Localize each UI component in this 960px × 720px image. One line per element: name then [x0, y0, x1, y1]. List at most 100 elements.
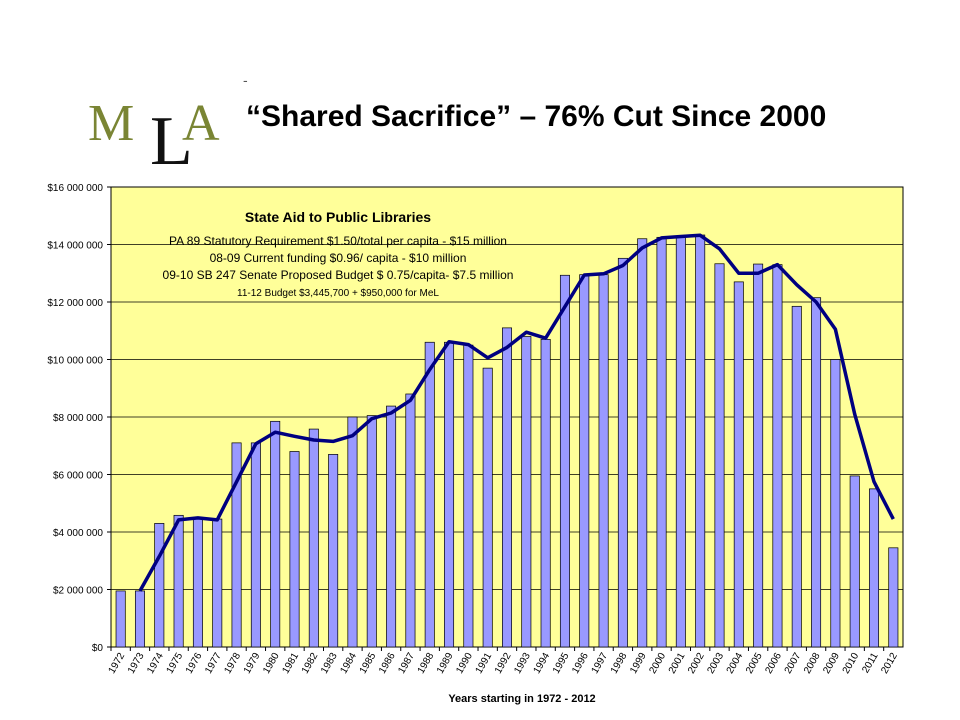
bar-2000 — [656, 236, 667, 648]
annotation-1: PA 89 Statutory Requirement $1.50/total … — [169, 234, 507, 248]
bar-1991 — [482, 367, 493, 648]
trend-line — [138, 233, 895, 592]
x-tick-label: 2009 — [821, 651, 842, 676]
x-tick-label: 1973 — [126, 651, 147, 676]
x-tick-label: 2004 — [725, 651, 746, 676]
x-tick-label: 2006 — [763, 651, 784, 676]
x-tick-label: 1987 — [396, 651, 417, 676]
bar-1995 — [559, 274, 570, 648]
x-tick-label: 1995 — [551, 651, 572, 676]
bar-2004 — [733, 281, 744, 648]
logo-mark: - — [243, 72, 248, 88]
x-tick-label: 2000 — [647, 651, 668, 676]
y-tick-label: $12 000 000 — [47, 298, 103, 309]
bar-1994 — [540, 339, 551, 648]
x-tick-label: 2001 — [667, 651, 688, 676]
x-tick-label: 1985 — [358, 651, 379, 676]
annotation-3: 09-10 SB 247 Senate Proposed Budget $ 0.… — [163, 268, 514, 282]
x-tick-label: 1989 — [435, 651, 456, 676]
bar-1996 — [579, 274, 590, 648]
x-tick-label: 1977 — [203, 651, 224, 676]
bar-1978 — [231, 442, 242, 648]
y-tick-label: $4 000 000 — [53, 528, 103, 539]
bar-series — [115, 234, 899, 648]
x-axis-label: Years starting in 1972 - 2012 — [448, 693, 595, 705]
bar-1984 — [347, 416, 358, 648]
x-tick-label: 1991 — [474, 651, 495, 676]
y-tick-label: $6 000 000 — [53, 471, 103, 482]
svg-text:L: L — [150, 103, 193, 172]
mla-logo: M L A — [88, 95, 220, 172]
y-tick-label: $0 — [92, 643, 104, 654]
x-tick-label: 1980 — [261, 651, 282, 676]
bar-1975 — [173, 514, 184, 648]
y-tick-label: $16 000 000 — [47, 183, 103, 194]
bar-1999 — [637, 238, 648, 648]
bar-1990 — [463, 344, 474, 648]
x-tick-label: 2008 — [802, 651, 823, 676]
x-tick-label: 1988 — [416, 651, 437, 676]
x-tick-label: 2012 — [879, 651, 900, 676]
chart-title: State Aid to Public Libraries — [245, 209, 431, 225]
bar-1985 — [366, 415, 377, 648]
x-tick-label: 1992 — [493, 651, 514, 676]
x-tick-label: 2005 — [744, 651, 765, 676]
bar-1988 — [424, 341, 435, 648]
x-tick-label: 2011 — [860, 651, 880, 676]
bar-1993 — [521, 336, 532, 648]
bar-2009 — [830, 359, 841, 648]
x-tick-label: 1996 — [570, 651, 591, 676]
bar-1992 — [502, 327, 512, 648]
bar-1976 — [192, 518, 203, 648]
bar-2008 — [811, 297, 822, 648]
x-tick-label: 1974 — [145, 651, 166, 676]
bar-1982 — [308, 428, 319, 648]
bar-1983 — [328, 454, 339, 648]
x-tick-label: 1979 — [242, 651, 263, 676]
bar-2006 — [772, 264, 783, 648]
x-tick-label: 1993 — [512, 651, 533, 676]
bar-2005 — [753, 263, 764, 648]
x-tick-label: 2002 — [686, 651, 707, 676]
bar-1997 — [598, 274, 609, 648]
slide-title: “Shared Sacrifice” – 76% Cut Since 2000 — [246, 100, 827, 133]
bar-1986 — [386, 405, 397, 648]
y-tick-label: $14 000 000 — [47, 241, 103, 252]
x-tick-label: 2007 — [783, 651, 804, 676]
bar-2007 — [791, 305, 802, 648]
x-tick-label: 1981 — [280, 651, 301, 676]
x-tick-label: 1983 — [319, 651, 340, 676]
x-tick-label: 1976 — [184, 651, 205, 676]
svg-text:M: M — [88, 95, 134, 152]
x-tick-label: 1975 — [165, 651, 186, 676]
annotation-4: 11-12 Budget $3,445,700 + $950,000 for M… — [237, 288, 439, 299]
x-tick-label: 1978 — [223, 651, 244, 676]
bar-1973 — [134, 590, 145, 648]
x-tick-label: 1986 — [377, 651, 398, 676]
bar-1987 — [405, 393, 416, 648]
x-tick-label: 1994 — [532, 651, 553, 676]
bar-2011 — [869, 488, 880, 648]
bar-1979 — [250, 442, 261, 648]
x-axis: 1972197319741975197619771978197919801981… — [107, 647, 900, 676]
bar-1989 — [444, 341, 455, 648]
x-tick-label: 1984 — [338, 651, 359, 676]
bar-2012 — [888, 547, 899, 648]
x-tick-label: 1990 — [454, 651, 475, 676]
bar-1974 — [154, 523, 165, 648]
y-axis: $0 $2 000 000 $4 000 000 $6 000 000 $8 000 0… — [47, 183, 111, 654]
y-tick-label: $10 000 000 — [47, 356, 103, 367]
y-tick-label: $8 000 000 — [53, 413, 103, 424]
x-tick-label: 1997 — [590, 651, 611, 676]
annotation-2: 08-09 Current funding $0.96/ capita - $1… — [210, 251, 467, 265]
x-tick-label: 2010 — [841, 651, 862, 676]
svg-text:A: A — [182, 95, 220, 152]
bar-1981 — [289, 451, 300, 648]
x-tick-label: 1998 — [609, 651, 630, 676]
y-tick-label: $2 000 000 — [53, 586, 103, 597]
bar-2002 — [695, 234, 706, 648]
bar-1977 — [212, 518, 223, 648]
bar-2003 — [714, 263, 725, 648]
x-tick-label: 1999 — [628, 651, 649, 676]
